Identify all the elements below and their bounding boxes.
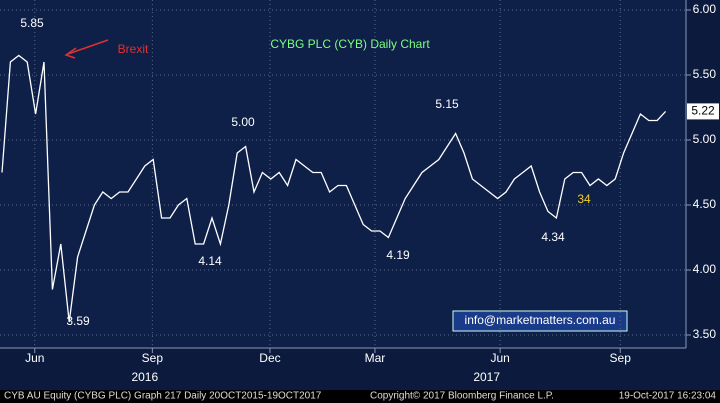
- watermark: info@marketmatters.com.au: [465, 313, 616, 327]
- x-tick-label: Sep: [142, 351, 164, 365]
- chart-title: CYBG PLC (CYB) Daily Chart: [270, 37, 430, 51]
- annotation: 5.85: [20, 16, 44, 30]
- x-tick-label: Mar: [365, 351, 386, 365]
- annotation: 5.00: [231, 115, 255, 129]
- x-tick-label: Jun: [25, 351, 44, 365]
- x-tick-label: Jun: [490, 351, 509, 365]
- brexit-arrow: [67, 39, 109, 55]
- footer-copyright: Copyright© 2017 Bloomberg Finance L.P.: [370, 391, 554, 402]
- y-tick-label: 5.00: [693, 132, 717, 146]
- price-line: [1, 54, 667, 323]
- x-tick-label: Dec: [259, 351, 280, 365]
- last-price-label: 5.22: [691, 104, 715, 118]
- y-tick-label: 5.50: [693, 67, 717, 81]
- year-label: 2016: [131, 370, 158, 384]
- annotation: 4.34: [541, 230, 565, 244]
- y-tick-label: 4.50: [693, 197, 717, 211]
- brexit-arrowhead: [64, 47, 77, 59]
- annotation: 34: [577, 192, 591, 206]
- year-label: 2017: [473, 370, 500, 384]
- footer-left: CYB AU Equity (CYBG PLC) Graph 217 Daily…: [4, 391, 322, 402]
- footer-bar: [0, 390, 720, 403]
- watermark-box: [452, 310, 628, 332]
- x-tick-label: Sep: [610, 351, 632, 365]
- annotation: 4.14: [198, 254, 222, 268]
- annotation: Brexit: [118, 42, 149, 56]
- footer-time: 19-Oct-2017 16:23:04: [619, 391, 717, 402]
- y-tick-label: 3.50: [693, 327, 717, 341]
- y-tick-label: 6.00: [693, 2, 717, 16]
- annotation: 3.59: [66, 314, 90, 328]
- annotation: 4.19: [386, 248, 410, 262]
- y-tick-label: 4.00: [693, 262, 717, 276]
- annotation: 5.15: [435, 97, 459, 111]
- last-price-box: [687, 103, 719, 120]
